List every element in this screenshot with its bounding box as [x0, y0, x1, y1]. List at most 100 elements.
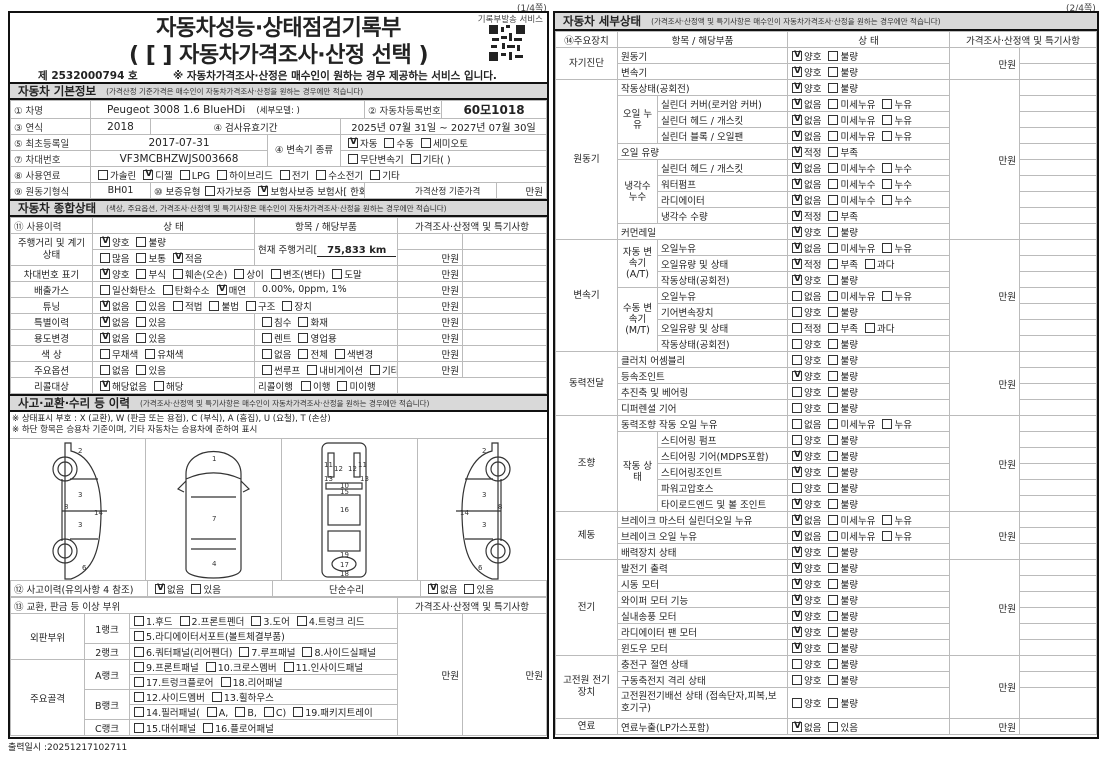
- checkbox-option[interactable]: 양호: [789, 306, 821, 319]
- checkbox-unchecked[interactable]: [262, 364, 272, 375]
- checkbox-option[interactable]: 6.쿼터패널(리어펜더): [131, 646, 232, 659]
- checkbox-option[interactable]: 미세누유: [824, 242, 875, 255]
- checkbox-option[interactable]: 양호: [789, 578, 821, 591]
- checkbox-checked[interactable]: [792, 610, 802, 621]
- checkbox-option[interactable]: 기타( ): [407, 153, 451, 166]
- checkbox-option[interactable]: 13.휠하우스: [208, 692, 274, 704]
- checkbox-unchecked[interactable]: [191, 583, 202, 594]
- checkbox-unchecked[interactable]: [882, 242, 893, 253]
- checkbox-option[interactable]: A,: [203, 707, 228, 719]
- checkbox-option[interactable]: 미세누유: [824, 114, 875, 127]
- diagram-left-side[interactable]: 2 3 3 6 8 14: [10, 439, 146, 580]
- checkbox-unchecked[interactable]: [134, 692, 144, 702]
- checkbox-option[interactable]: 이행: [297, 380, 330, 393]
- checkbox-option[interactable]: 양호: [789, 450, 821, 463]
- checkbox-unchecked[interactable]: [828, 194, 839, 205]
- checkbox-option[interactable]: 적정: [789, 146, 821, 159]
- checkbox-option[interactable]: 없음: [96, 364, 129, 377]
- checkbox-checked[interactable]: [792, 546, 802, 557]
- checkbox-option[interactable]: 기타: [366, 364, 397, 377]
- checkbox-option[interactable]: 부족: [824, 146, 858, 159]
- checkbox-option[interactable]: 누유: [878, 418, 912, 431]
- checkbox-option[interactable]: 불량: [824, 402, 858, 415]
- checkbox-option[interactable]: 누유: [878, 130, 912, 143]
- checkbox-unchecked[interactable]: [792, 482, 802, 493]
- checkbox-unchecked[interactable]: [136, 236, 147, 247]
- diagram-bottom[interactable]: 11 11 12 12 13 13 10 15 16 19 17 18: [282, 439, 418, 580]
- checkbox-unchecked[interactable]: [245, 300, 256, 311]
- checkbox-option[interactable]: 무단변속기: [344, 153, 404, 166]
- diagram-top[interactable]: 1 7 4: [146, 439, 282, 580]
- checkbox-unchecked[interactable]: [307, 364, 318, 375]
- checkbox-checked[interactable]: [792, 626, 802, 637]
- checkbox-checked[interactable]: [100, 316, 110, 327]
- checkbox-option[interactable]: 미세누수: [824, 178, 875, 191]
- checkbox-option[interactable]: 하이브리드: [213, 169, 273, 182]
- checkbox-option[interactable]: 불량: [824, 698, 858, 710]
- checkbox-checked[interactable]: [792, 370, 802, 381]
- checkbox-unchecked[interactable]: [828, 226, 839, 237]
- checkbox-checked[interactable]: [216, 284, 227, 295]
- checkbox-option[interactable]: 1.후드: [131, 616, 173, 628]
- checkbox-option[interactable]: 상이: [230, 268, 264, 281]
- checkbox-option[interactable]: 양호: [789, 402, 821, 415]
- checkbox-unchecked[interactable]: [279, 169, 290, 180]
- checkbox-unchecked[interactable]: [828, 370, 839, 381]
- checkbox-checked[interactable]: [258, 185, 269, 196]
- checkbox-option[interactable]: 12.사이드멤버: [131, 692, 205, 704]
- checkbox-option[interactable]: 9.프론트패널: [131, 662, 199, 674]
- checkbox-option[interactable]: 적법: [169, 300, 202, 313]
- checkbox-checked[interactable]: [792, 114, 802, 125]
- checkbox-option[interactable]: 미세누유: [824, 418, 875, 431]
- checkbox-option[interactable]: 미세누유: [824, 530, 875, 543]
- checkbox-checked[interactable]: [792, 162, 802, 173]
- checkbox-unchecked[interactable]: [153, 380, 164, 391]
- checkbox-option[interactable]: 양호: [789, 66, 821, 79]
- checkbox-option[interactable]: 무채색: [96, 348, 138, 361]
- checkbox-checked[interactable]: [100, 300, 110, 311]
- checkbox-option[interactable]: 침수: [258, 316, 291, 329]
- checkbox-option[interactable]: 19.패키지트레이: [289, 707, 373, 719]
- checkbox-option[interactable]: 있음: [132, 316, 166, 329]
- checkbox-option[interactable]: 양호: [789, 50, 821, 63]
- checkbox-option[interactable]: 누유: [878, 242, 912, 255]
- checkbox-unchecked[interactable]: [828, 242, 839, 253]
- checkbox-unchecked[interactable]: [882, 98, 893, 109]
- checkbox-unchecked[interactable]: [179, 616, 190, 626]
- checkbox-option[interactable]: 3.도어: [247, 616, 290, 628]
- checkbox-option[interactable]: 있음: [132, 332, 166, 345]
- checkbox-unchecked[interactable]: [217, 169, 228, 180]
- checkbox-option[interactable]: 불량: [824, 354, 858, 367]
- checkbox-option[interactable]: 과다: [861, 258, 894, 271]
- checkbox-unchecked[interactable]: [298, 332, 309, 343]
- checkbox-option[interactable]: 양호: [789, 434, 821, 447]
- checkbox-option[interactable]: 일산화탄소: [96, 284, 156, 297]
- checkbox-unchecked[interactable]: [828, 210, 839, 221]
- checkbox-checked[interactable]: [792, 82, 802, 93]
- checkbox-option[interactable]: 누수: [878, 194, 912, 207]
- checkbox-checked[interactable]: [792, 562, 802, 573]
- checkbox-checked[interactable]: [792, 498, 802, 509]
- checkbox-option[interactable]: 부족: [824, 210, 858, 223]
- checkbox-option[interactable]: 불량: [824, 274, 858, 287]
- checkbox-unchecked[interactable]: [828, 338, 839, 349]
- checkbox-unchecked[interactable]: [203, 722, 214, 733]
- checkbox-unchecked[interactable]: [134, 707, 144, 717]
- checkbox-checked[interactable]: [792, 226, 802, 237]
- checkbox-unchecked[interactable]: [300, 380, 311, 391]
- checkbox-option[interactable]: 양호: [789, 626, 821, 639]
- checkbox-option[interactable]: 불법: [205, 300, 239, 313]
- checkbox-unchecked[interactable]: [239, 646, 250, 657]
- checkbox-option[interactable]: 7.루프패널: [235, 646, 295, 659]
- checkbox-unchecked[interactable]: [882, 162, 893, 173]
- checkbox-option[interactable]: 양호: [789, 674, 821, 687]
- checkbox-option[interactable]: 양호: [789, 546, 821, 559]
- checkbox-unchecked[interactable]: [262, 316, 272, 327]
- checkbox-option[interactable]: 영업용: [294, 332, 337, 345]
- checkbox-unchecked[interactable]: [792, 322, 802, 333]
- checkbox-unchecked[interactable]: [262, 348, 272, 359]
- checkbox-unchecked[interactable]: [262, 332, 272, 343]
- checkbox-unchecked[interactable]: [828, 466, 839, 477]
- checkbox-option[interactable]: 불량: [824, 626, 858, 639]
- checkbox-checked[interactable]: [172, 252, 183, 263]
